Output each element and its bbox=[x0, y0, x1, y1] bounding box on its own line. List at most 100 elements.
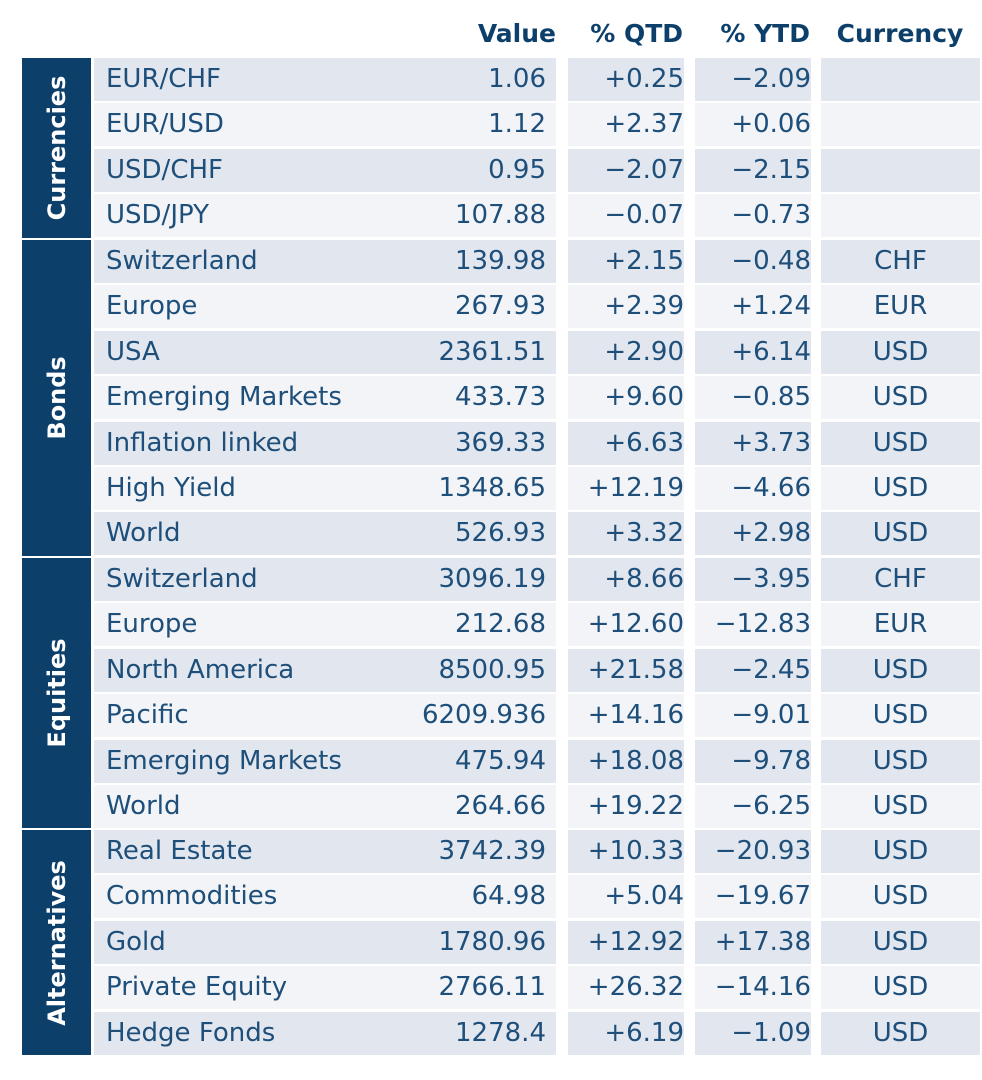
row-currency: EUR bbox=[821, 285, 980, 329]
group-3: Alternatives Real Estate 3742.39 +10.33 −20.… bbox=[22, 830, 980, 1055]
row-ytd: −9.01 bbox=[695, 694, 811, 738]
header-ytd: % YTD bbox=[720, 19, 810, 48]
row-value: 1348.65 bbox=[438, 472, 546, 503]
row-qtd: +2.39 bbox=[568, 285, 684, 329]
table-row: Hedge Fonds 1278.4 +6.19 −1.09 USD bbox=[94, 1011, 980, 1057]
row-currency bbox=[821, 58, 980, 101]
row-qtd: +18.08 bbox=[568, 739, 684, 783]
row-currency: USD bbox=[821, 466, 980, 510]
group-label: Equities bbox=[22, 558, 91, 829]
row-currency bbox=[821, 148, 980, 192]
table-row: Europe 267.93 +2.39 +1.24 EUR bbox=[94, 285, 980, 330]
header-value: Value bbox=[477, 19, 556, 48]
row-ytd: −12.83 bbox=[695, 603, 811, 647]
row-ytd: −0.85 bbox=[695, 376, 811, 420]
row-name: USA bbox=[94, 330, 556, 374]
row-qtd: +21.58 bbox=[568, 648, 684, 692]
row-ytd: +2.98 bbox=[695, 512, 811, 556]
row-value: 107.88 bbox=[455, 200, 546, 231]
group-label-text: Alternatives bbox=[42, 859, 71, 1026]
row-currency bbox=[821, 194, 980, 238]
row-ytd: −2.09 bbox=[695, 58, 811, 101]
row-ytd: −6.25 bbox=[695, 784, 811, 828]
row-value: 475.94 bbox=[455, 745, 546, 776]
row-value: 1.06 bbox=[488, 64, 546, 94]
group-1: Bonds Switzerland 139.98 +2.15 −0.48 CHF Europ… bbox=[22, 240, 980, 556]
table-row: Switzerland 3096.19 +8.66 −3.95 CHF bbox=[94, 558, 980, 603]
row-ytd: −19.67 bbox=[695, 875, 811, 919]
row-qtd: +10.33 bbox=[568, 830, 684, 873]
table-row: Emerging Markets 433.73 +9.60 −0.85 USD bbox=[94, 376, 980, 421]
row-name: High Yield bbox=[94, 466, 556, 510]
row-qtd: +9.60 bbox=[568, 376, 684, 420]
row-ytd: +17.38 bbox=[695, 920, 811, 964]
row-name: Switzerland bbox=[94, 240, 556, 283]
group-rows: Switzerland 3096.19 +8.66 −3.95 CHF Europe 212… bbox=[94, 558, 980, 830]
row-qtd: +12.60 bbox=[568, 603, 684, 647]
row-value: 3096.19 bbox=[438, 564, 546, 594]
row-qtd: +14.16 bbox=[568, 694, 684, 738]
row-value: 64.98 bbox=[471, 881, 546, 912]
row-name: Hedge Fonds bbox=[94, 1011, 556, 1055]
row-currency: USD bbox=[821, 648, 980, 692]
row-ytd: −20.93 bbox=[695, 830, 811, 873]
row-qtd: +2.90 bbox=[568, 330, 684, 374]
row-value: 212.68 bbox=[455, 609, 546, 640]
row-value: 264.66 bbox=[455, 790, 546, 821]
row-qtd: +2.37 bbox=[568, 103, 684, 147]
row-name: World bbox=[94, 784, 556, 828]
group-label-text: Equities bbox=[42, 638, 71, 748]
table-row: Inflation linked 369.33 +6.63 +3.73 USD bbox=[94, 421, 980, 467]
table-row: High Yield 1348.65 +12.19 −4.66 USD bbox=[94, 466, 980, 512]
table-row: World 526.93 +3.32 +2.98 USD bbox=[94, 512, 980, 557]
row-value: 1780.96 bbox=[438, 926, 546, 957]
row-qtd: −0.07 bbox=[568, 194, 684, 238]
row-currency: CHF bbox=[821, 240, 980, 283]
row-currency bbox=[821, 103, 980, 147]
row-currency: USD bbox=[821, 421, 980, 465]
row-qtd: +12.92 bbox=[568, 920, 684, 964]
row-name: Inflation linked bbox=[94, 421, 556, 465]
row-value: 267.93 bbox=[455, 291, 546, 322]
row-name: World bbox=[94, 512, 556, 556]
row-qtd: −2.07 bbox=[568, 148, 684, 192]
row-value: 0.95 bbox=[488, 154, 546, 185]
row-ytd: −1.09 bbox=[695, 1011, 811, 1055]
row-name: North America bbox=[94, 648, 556, 692]
row-currency: USD bbox=[821, 875, 980, 919]
header-currency: Currency bbox=[836, 19, 964, 48]
row-ytd: +3.73 bbox=[695, 421, 811, 465]
row-name: Europe bbox=[94, 603, 556, 647]
row-currency: USD bbox=[821, 330, 980, 374]
row-name: EUR/CHF bbox=[94, 58, 556, 101]
row-qtd: +2.15 bbox=[568, 240, 684, 283]
row-ytd: +0.06 bbox=[695, 103, 811, 147]
row-value: 3742.39 bbox=[438, 836, 546, 866]
table-row: Pacific 6209.936 +14.16 −9.01 USD bbox=[94, 694, 980, 739]
group-0: Currencies EUR/CHF 1.06 +0.25 −2.09 EUR/USD 1.… bbox=[22, 58, 980, 238]
row-name: Commodities bbox=[94, 875, 556, 919]
row-currency: USD bbox=[821, 920, 980, 964]
table-row: Commodities 64.98 +5.04 −19.67 USD bbox=[94, 875, 980, 920]
table-row: World 264.66 +19.22 −6.25 USD bbox=[94, 784, 980, 830]
table-row: EUR/USD 1.12 +2.37 +0.06 bbox=[94, 103, 980, 148]
table-row: USA 2361.51 +2.90 +6.14 USD bbox=[94, 330, 980, 376]
row-value: 6209.936 bbox=[421, 700, 546, 731]
row-ytd: +6.14 bbox=[695, 330, 811, 374]
group-label: Alternatives bbox=[22, 830, 91, 1055]
group-label: Bonds bbox=[22, 240, 91, 556]
table-row: Europe 212.68 +12.60 −12.83 EUR bbox=[94, 603, 980, 648]
row-name: EUR/USD bbox=[94, 103, 556, 147]
group-rows: Real Estate 3742.39 +10.33 −20.93 USD Commodi… bbox=[94, 830, 980, 1057]
row-value: 433.73 bbox=[455, 382, 546, 413]
row-ytd: −2.45 bbox=[695, 648, 811, 692]
row-name: Gold bbox=[94, 920, 556, 964]
row-qtd: +6.19 bbox=[568, 1011, 684, 1055]
row-name: USD/JPY bbox=[94, 194, 556, 238]
row-ytd: −0.48 bbox=[695, 240, 811, 283]
row-ytd: −2.15 bbox=[695, 148, 811, 192]
row-qtd: +0.25 bbox=[568, 58, 684, 101]
table-row: Emerging Markets 475.94 +18.08 −9.78 USD bbox=[94, 739, 980, 785]
row-currency: USD bbox=[821, 694, 980, 738]
row-ytd: −14.16 bbox=[695, 966, 811, 1010]
